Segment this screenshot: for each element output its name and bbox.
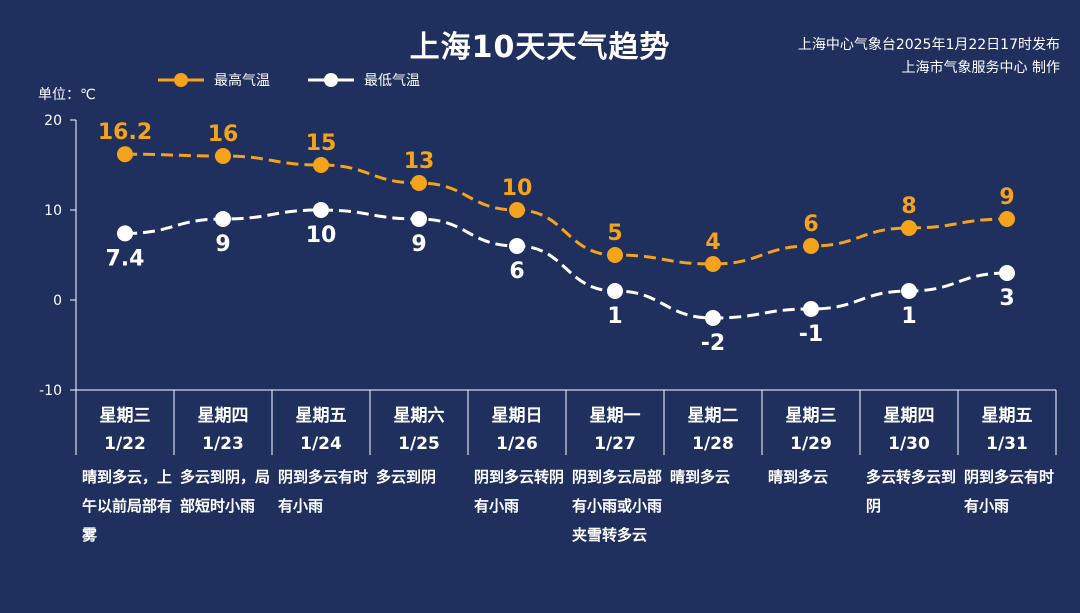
category-label: 星期六 1/25 bbox=[370, 402, 468, 458]
low-temp-label: 6 bbox=[509, 259, 524, 284]
weekday-label: 星期五 bbox=[295, 406, 347, 426]
date-label: 1/25 bbox=[398, 434, 440, 454]
weather-description: 阴到多云局部有小雨或小雨夹雪转多云 bbox=[572, 468, 663, 544]
date-label: 1/31 bbox=[986, 434, 1028, 454]
legend-low-label: 最低气温 bbox=[364, 73, 420, 89]
y-tick-label: 0 bbox=[53, 293, 62, 309]
low-temp-label: 7.4 bbox=[106, 246, 145, 271]
legend-item-low[interactable]: 最低气温 bbox=[308, 70, 420, 90]
legend-high-label: 最高气温 bbox=[214, 73, 270, 89]
high-temp-label: 15 bbox=[306, 131, 337, 156]
high-temp-line bbox=[124, 152, 1008, 266]
low-temp-label: -2 bbox=[701, 331, 725, 356]
low-temp-label: 10 bbox=[306, 223, 337, 248]
high-temp-label: 16 bbox=[208, 122, 239, 147]
low-temp-point bbox=[607, 283, 623, 299]
low-temp-point bbox=[901, 283, 917, 299]
category-label: 星期二 1/28 bbox=[664, 402, 762, 458]
source-line-2: 上海市气象服务中心 制作 bbox=[901, 60, 1060, 76]
category-label: 星期日 1/26 bbox=[468, 402, 566, 458]
high-temp-label: 16.2 bbox=[98, 120, 152, 145]
low-temp-point bbox=[117, 225, 133, 242]
high-temp-point bbox=[803, 238, 819, 254]
high-temp-label: 13 bbox=[404, 149, 435, 174]
high-temp-point bbox=[999, 211, 1015, 227]
high-temp-point bbox=[117, 146, 133, 163]
chart-title: 上海10天天气趋势 bbox=[409, 30, 671, 65]
low-temp-point bbox=[705, 310, 721, 326]
weekday-label: 星期日 bbox=[491, 406, 543, 426]
weekday-label: 星期五 bbox=[981, 406, 1033, 426]
category-label: 星期四 1/30 bbox=[860, 402, 958, 458]
low-temp-label: 3 bbox=[999, 286, 1014, 311]
date-label: 1/28 bbox=[692, 434, 734, 454]
weather-description: 多云到阴 bbox=[376, 468, 437, 486]
legend-item-high[interactable]: 最高气温 bbox=[158, 70, 270, 90]
high-temp-point bbox=[509, 202, 525, 218]
category-label: 星期五 1/31 bbox=[958, 402, 1056, 458]
low-temp-label: -1 bbox=[799, 322, 823, 347]
low-temp-point bbox=[411, 211, 427, 227]
weekday-label: 星期二 bbox=[687, 406, 739, 426]
high-temp-point bbox=[411, 175, 427, 191]
weather-description: 阴到多云有时有小雨 bbox=[278, 468, 369, 515]
legend-high-marker-icon bbox=[158, 73, 204, 87]
date-label: 1/29 bbox=[790, 434, 832, 454]
weather-description: 阴到多云转阴有小雨 bbox=[474, 468, 565, 515]
weather-description: 晴到多云 bbox=[768, 468, 829, 486]
low-temp-line bbox=[124, 208, 1008, 320]
high-temp-point bbox=[705, 256, 721, 272]
weekday-label: 星期三 bbox=[99, 406, 151, 426]
low-temp-label: 9 bbox=[215, 232, 230, 257]
high-temp-label: 9 bbox=[999, 185, 1014, 210]
low-temp-label: 1 bbox=[607, 304, 622, 329]
weekday-label: 星期六 bbox=[393, 406, 445, 426]
category-label: 星期五 1/24 bbox=[272, 402, 370, 458]
weekday-label: 星期四 bbox=[883, 406, 935, 426]
weekday-label: 星期四 bbox=[197, 406, 249, 426]
category-label: 星期三 1/29 bbox=[762, 402, 860, 458]
category-label: 星期一 1/27 bbox=[566, 402, 664, 458]
high-temp-point bbox=[215, 148, 231, 164]
legend-low-marker-icon bbox=[308, 73, 354, 87]
weather-description: 晴到多云 bbox=[670, 468, 731, 486]
high-temp-point bbox=[313, 157, 329, 173]
high-temp-point bbox=[607, 247, 623, 263]
low-temp-point bbox=[313, 202, 329, 218]
date-label: 1/27 bbox=[594, 434, 636, 454]
high-temp-label: 4 bbox=[705, 230, 720, 255]
y-tick-label: -10 bbox=[39, 383, 62, 399]
date-label: 1/30 bbox=[888, 434, 930, 454]
category-label: 星期四 1/23 bbox=[174, 402, 272, 458]
low-temp-point bbox=[999, 265, 1015, 281]
date-label: 1/26 bbox=[496, 434, 538, 454]
weekday-label: 星期三 bbox=[785, 406, 837, 426]
weather-description: 多云转多云到阴 bbox=[866, 468, 957, 515]
date-label: 1/23 bbox=[202, 434, 244, 454]
source-info: 上海中心气象台2025年1月22日17时发布 上海市气象服务中心 制作 bbox=[798, 34, 1060, 80]
source-line-1: 上海中心气象台2025年1月22日17时发布 bbox=[797, 37, 1060, 53]
high-temp-label: 8 bbox=[901, 194, 916, 219]
high-temp-label: 6 bbox=[803, 212, 818, 237]
y-tick-label: 20 bbox=[44, 113, 62, 129]
y-tick-label: 10 bbox=[44, 203, 62, 219]
low-temp-point bbox=[215, 211, 231, 227]
low-temp-point bbox=[803, 301, 819, 317]
high-temp-point bbox=[901, 220, 917, 236]
weekday-label: 星期一 bbox=[589, 406, 641, 426]
date-label: 1/24 bbox=[300, 434, 342, 454]
date-label: 1/22 bbox=[104, 434, 146, 454]
low-temp-point bbox=[509, 238, 525, 254]
unit-label: 单位：℃ bbox=[38, 87, 96, 103]
weather-description: 晴到多云，上午以前局部有雾 bbox=[82, 468, 173, 544]
low-temp-label: 1 bbox=[901, 304, 916, 329]
low-temp-label: 9 bbox=[411, 232, 426, 257]
weather-description: 阴到多云有时有小雨 bbox=[964, 468, 1055, 515]
weather-description: 多云到阴，局部短时小雨 bbox=[180, 468, 271, 515]
high-temp-label: 10 bbox=[502, 176, 533, 201]
category-label: 星期三 1/22 bbox=[76, 402, 174, 458]
high-temp-label: 5 bbox=[607, 221, 622, 246]
